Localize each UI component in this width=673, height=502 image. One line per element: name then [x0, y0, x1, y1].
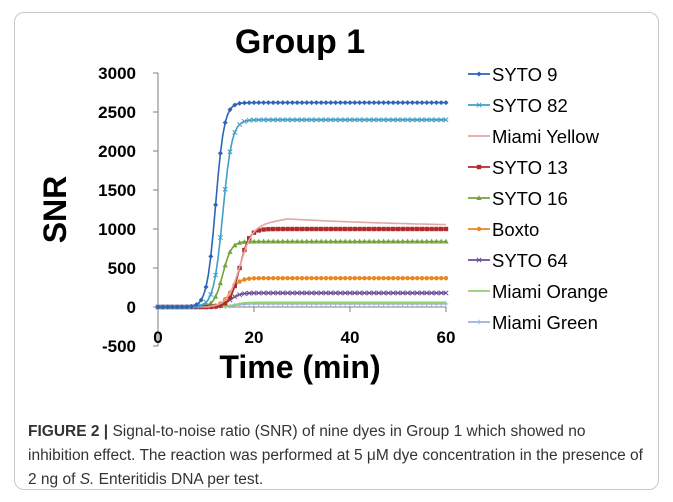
y-tick-label: 3000 [98, 64, 136, 83]
legend-item: Miami Orange [468, 281, 608, 302]
axes: -500 0 500 1000 1500 2000 2500 3000 0 20 40 60 [98, 64, 455, 356]
y-tick-label: 1000 [98, 220, 136, 239]
chart-title: Group 1 [235, 23, 365, 61]
x-tick-label: 20 [245, 328, 264, 347]
caption-text-1: Signal-to-noise ratio (SNR) of nine dyes… [28, 423, 586, 464]
legend-label: Miami Orange [492, 281, 608, 302]
x-tick-label: 60 [437, 328, 456, 347]
series-syto-9 [155, 100, 449, 310]
chart: Group 1 SNR Time (min) -500 0 500 1000 1500 2… [37, 23, 608, 385]
legend-label: SYTO 9 [492, 64, 557, 85]
y-tick-label: 2500 [98, 103, 136, 122]
legend-label: Miami Yellow [492, 126, 600, 147]
y-tick-label: 1500 [98, 181, 136, 200]
y-tick-label: 0 [127, 298, 136, 317]
series-line [158, 218, 447, 308]
caption-text-3: Enteritidis DNA per test. [94, 471, 264, 488]
legend-label: Miami Green [492, 312, 598, 333]
y-tick-label: 2000 [98, 142, 136, 161]
y-tick-label: 500 [108, 259, 136, 278]
caption-label: FIGURE 2 | [28, 423, 109, 440]
legend-item: SYTO 64 [468, 250, 568, 271]
series-miami-yellow [158, 218, 447, 308]
legend-label: SYTO 64 [492, 250, 568, 271]
caption-species: S. [79, 471, 95, 488]
series-line [158, 240, 446, 308]
legend-item: SYTO 16 [468, 188, 568, 209]
caption-text-2: dye concentration in the presence of 2 n… [28, 447, 643, 488]
series-syto-16 [155, 238, 449, 309]
y-axis-label: SNR [37, 176, 73, 244]
x-tick-label: 0 [153, 328, 162, 347]
figure-caption: FIGURE 2 | Signal-to-noise ratio (SNR) o… [28, 420, 648, 492]
series-syto-82 [155, 117, 449, 310]
x-tick-label: 40 [341, 328, 360, 347]
legend-item: SYTO 82 [468, 95, 568, 116]
legend-label: SYTO 82 [492, 95, 568, 116]
legend-item: Boxto [468, 219, 539, 240]
y-tick-label: -500 [102, 337, 136, 356]
legend-item: SYTO 9 [468, 64, 557, 85]
x-axis-label: Time (min) [219, 349, 380, 385]
legend-item: Miami Green [468, 312, 598, 333]
legend: SYTO 9 SYTO 82 Miami Yellow SYTO 13 SYTO 16 B… [468, 64, 608, 333]
legend-label: SYTO 13 [492, 157, 568, 178]
legend-item: SYTO 13 [468, 157, 568, 178]
legend-item: Miami Yellow [468, 126, 600, 147]
legend-label: SYTO 16 [492, 188, 568, 209]
legend-label: Boxto [492, 219, 539, 240]
caption-unit: μM [366, 447, 389, 464]
figure-frame [14, 12, 659, 490]
plot-area [155, 100, 449, 310]
